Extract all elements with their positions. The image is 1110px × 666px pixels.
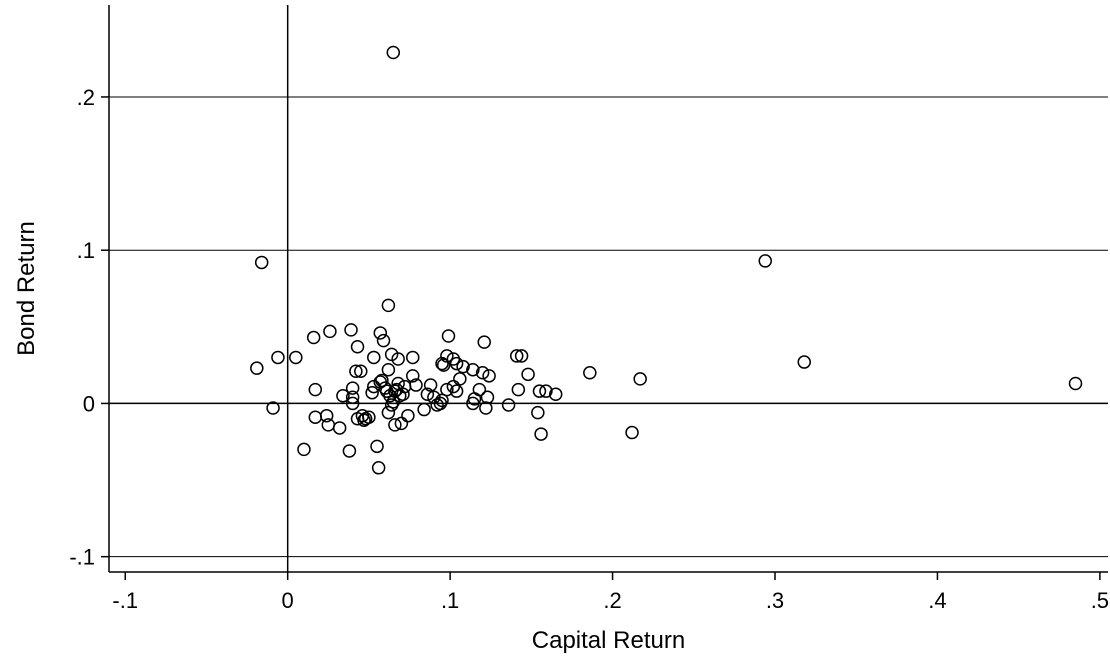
data-point [396,387,410,401]
data-point [342,444,357,458]
data-point [501,398,516,412]
y-tick-label: -.1 [69,545,95,570]
data-point [449,384,464,398]
x-axis-title: Capital Return [532,627,685,654]
data-point [370,439,384,454]
data-point [388,418,402,432]
data-point [381,362,396,377]
data-point [531,405,545,420]
data-point [521,367,535,382]
data-point [336,389,350,403]
data-point [289,350,303,365]
axes [101,5,1108,580]
data-point [548,387,563,401]
data-point [409,378,423,392]
data-point [345,381,360,395]
data-point [472,382,487,397]
data-point [435,356,449,371]
data-point [388,384,402,398]
data-point [514,349,529,363]
data-point [362,410,376,424]
data-point [479,401,493,415]
data-point [308,382,323,397]
data-point [254,255,269,270]
data-point [453,372,467,386]
data-point [319,408,334,423]
data-point [371,461,386,475]
data-point [480,390,495,405]
data-point [386,45,401,60]
x-tick-label: -.1 [112,588,138,613]
data-point [344,323,358,337]
data-point [306,330,321,345]
data-point [406,369,420,383]
data-point [446,352,461,366]
data-point [391,352,405,366]
data-point [345,396,360,411]
data-point [350,339,365,354]
data-point [367,350,381,365]
data-point [435,393,449,408]
x-tick-label: .1 [441,588,459,613]
x-tick-label: .3 [766,588,784,613]
data-point [420,387,435,401]
data-point [373,326,388,340]
data-point [323,324,337,339]
data-point [271,350,285,365]
data-point [417,402,431,417]
data-points [250,45,1083,475]
data-point [250,361,264,375]
data-point [375,373,389,388]
data-point [440,382,454,397]
data-point [477,335,491,349]
data-point [332,421,347,435]
data-point [534,427,548,441]
data-point [354,364,368,379]
data-point [423,378,438,392]
x-tick-label: .5 [1091,588,1109,613]
x-tick-label: 0 [282,588,294,613]
data-point [511,382,526,397]
data-point [758,254,773,268]
data-point [376,333,391,348]
data-point [475,366,490,380]
data-point [297,442,311,457]
data-point [583,366,597,380]
data-point [345,390,360,405]
x-tick-label: .4 [928,588,946,613]
data-point [266,401,280,415]
data-point [482,369,496,383]
data-point [440,349,454,363]
data-point [797,355,811,369]
data-point [456,359,470,374]
data-point [1068,376,1083,391]
data-point [406,350,420,365]
y-tick-label: .2 [77,85,95,110]
reference-lines [109,5,1108,572]
data-point [381,298,396,313]
data-point [509,349,524,363]
x-tick-label: .2 [603,588,621,613]
data-point [625,425,639,440]
tick-labels: -.1 0 .1 .2 .3 .4 .5 -.1 0 .1 .2 [69,85,1109,613]
y-axis-title: Bond Return [13,221,40,356]
data-point [436,358,451,372]
y-tick-label: .1 [77,238,95,263]
data-point [633,372,647,386]
data-point [441,329,456,343]
data-point [401,408,415,423]
data-point [308,410,323,424]
data-point [349,364,363,379]
data-point [381,405,396,420]
data-point [539,384,553,398]
data-point [466,362,480,377]
y-tick-label: 0 [83,391,95,416]
data-point [532,384,547,398]
data-point [365,385,379,400]
grid-lines [109,96,1108,558]
